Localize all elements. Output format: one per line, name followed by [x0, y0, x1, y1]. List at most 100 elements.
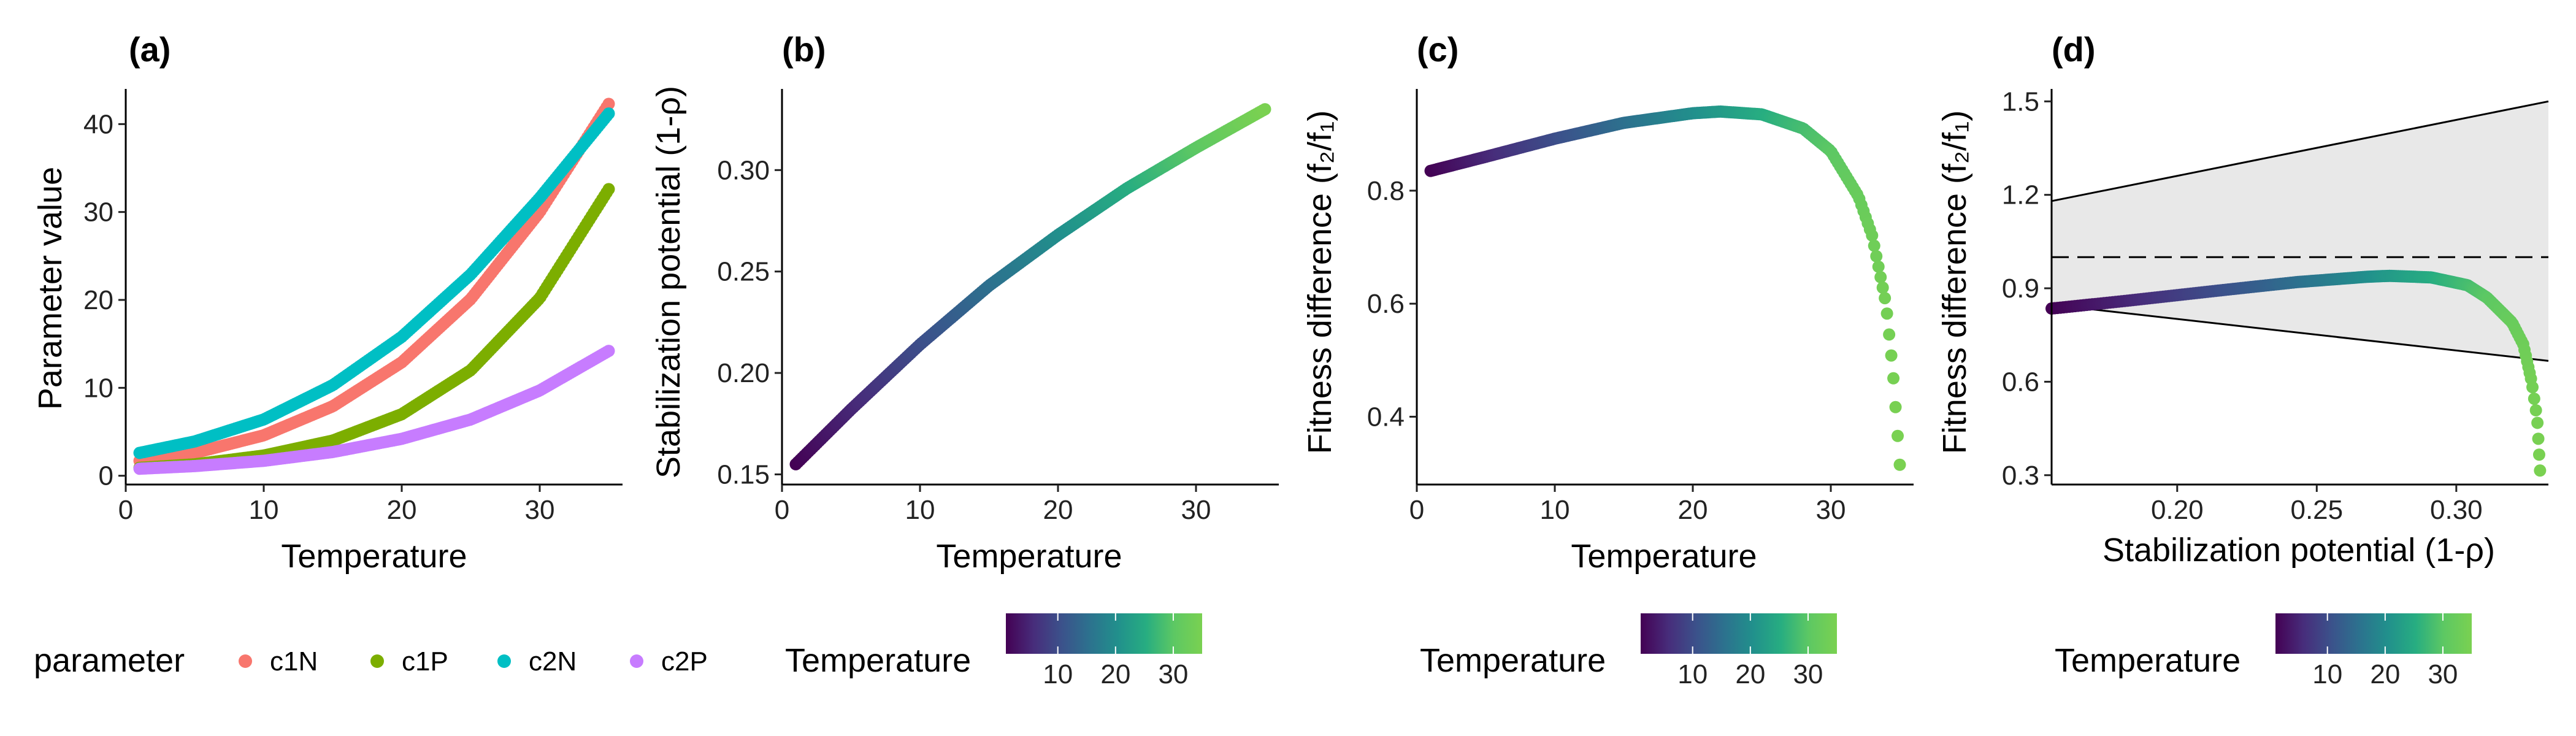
panel-d-y-title: Fitness difference (f₂/f₁): [1936, 110, 1973, 454]
coexistence-lower-bound: [2051, 304, 2549, 362]
series-panel-1: [789, 103, 1271, 470]
panel-c-plot: 0 10 20 30 0.4 0.6 0.8: [1367, 89, 1914, 525]
coexistence-upper-bound: [2051, 100, 2549, 202]
colorbar-tick-label: 10: [1043, 659, 1073, 689]
data-point: [602, 98, 615, 110]
x-tick-label: 0: [775, 495, 789, 525]
data-point: [1866, 229, 1879, 242]
panel-d-x-title: Stabilization potential (1-ρ): [2103, 532, 2495, 569]
legend-title: parameter: [34, 642, 185, 679]
legend-swatch-c1P: [370, 654, 384, 668]
data-point: [1885, 349, 1898, 362]
legend-item-c1N: c1N: [239, 646, 318, 677]
panel-b-label: (b): [782, 30, 826, 69]
x-tick-label: 30: [1181, 495, 1211, 525]
y-tick-label: 0.15: [717, 459, 770, 489]
colorbar-gradient: [2275, 613, 2472, 654]
data-point: [1876, 282, 1889, 294]
x-tick-label: 10: [905, 495, 935, 525]
x-tick-label: 20: [1043, 495, 1073, 525]
colorbar-tick-label: 30: [1158, 659, 1188, 689]
colorbar-tick-label: 30: [2428, 659, 2458, 689]
series-c1P: [133, 183, 615, 474]
data-point: [2534, 464, 2547, 477]
legend-label-c2N: c2N: [529, 646, 577, 677]
x-tick-label: 0: [118, 495, 133, 525]
y-tick-label: 0.6: [1367, 289, 1405, 319]
y-tick-label: 0.3: [2002, 461, 2039, 491]
panel-a: (a) 0 10 20 30 0 10 20 30 40 Temperature Paramet…: [32, 30, 623, 575]
colorbar-tick-label: 30: [1793, 659, 1823, 689]
x-tick-label: 20: [1678, 495, 1708, 525]
colorbar-tick-label: 10: [1677, 659, 1708, 689]
x-tick-label: 20: [387, 495, 417, 525]
data-point: [2529, 404, 2542, 416]
x-tick-label: 10: [1540, 495, 1570, 525]
colorbar-title: Temperature: [2055, 642, 2241, 679]
coexistence-region: [2052, 101, 2548, 361]
legend-label-c1P: c1P: [402, 646, 448, 677]
panel-a-plot: 0 10 20 30 0 10 20 30 40: [83, 89, 623, 525]
colorbar-tick-label: 10: [2312, 659, 2342, 689]
panel-a-label: (a): [129, 30, 171, 69]
panel-a-x-title: Temperature: [281, 538, 467, 575]
panel-b-x-title: Temperature: [936, 538, 1122, 575]
data-point: [2532, 432, 2545, 445]
panel-d-plot: 0.20 0.25 0.30 0.3 0.6 0.9 1.2 1.5: [2002, 86, 2549, 525]
panel-b: (b) 0 10 20 300.150.200.250.30 Temperature …: [650, 30, 1279, 575]
legend-label-c1N: c1N: [270, 646, 318, 677]
data-point: [1870, 250, 1883, 263]
data-point: [1868, 239, 1880, 252]
x-tick-label: 30: [1816, 495, 1846, 525]
colorbar-tick-label: 20: [2370, 659, 2400, 689]
x-tick-label: 0.20: [2151, 495, 2204, 525]
data-point: [1879, 292, 1892, 305]
data-point: [1883, 328, 1896, 341]
panel-d: (d) 0.20 0.25 0.30 0.3 0.6 0.9 1.2 1.5 Stabiliz…: [1936, 30, 2549, 569]
panel-c: (c) 0 10 20 30 0.4 0.6 0.8 Temperature Fitness…: [1301, 30, 1914, 575]
legend-swatch-c1N: [239, 654, 252, 668]
y-tick-label: 10: [83, 373, 113, 403]
data-point: [2531, 416, 2544, 429]
colorbar-d: Temperature 10 20 30: [2055, 613, 2472, 689]
data-point: [1872, 260, 1885, 273]
x-tick-label: 0.25: [2290, 495, 2343, 525]
colorbar-gradient: [1006, 613, 1202, 654]
panel-d-label: (d): [2052, 30, 2096, 69]
data-point: [1892, 429, 1904, 442]
legend-swatch-c2N: [497, 654, 511, 668]
y-tick-label: 1.5: [2002, 86, 2039, 117]
y-tick-label: 40: [83, 109, 113, 139]
legend-item-c2N: c2N: [497, 646, 577, 677]
panel-c-y-title: Fitness difference (f₂/f₁): [1301, 110, 1338, 454]
y-tick-label: 0.30: [717, 155, 770, 185]
data-point: [602, 107, 615, 120]
series-panel-2: [1424, 105, 1906, 471]
x-tick-label: 30: [525, 495, 555, 525]
y-tick-label: 0.25: [717, 257, 770, 287]
legend-swatch-c2P: [630, 654, 643, 668]
x-tick-label: 0.30: [2430, 495, 2483, 525]
data-point: [2526, 381, 2539, 394]
data-point: [2528, 393, 2540, 405]
y-tick-label: 30: [83, 197, 113, 228]
data-point: [602, 345, 615, 358]
series-c1N: [133, 98, 615, 467]
panel-b-plot: 0 10 20 30 0.15 0.20 0.25 0.30: [717, 89, 1279, 525]
x-tick-label: 0: [1409, 495, 1424, 525]
y-tick-label: 0.20: [717, 358, 770, 388]
colorbar-title: Temperature: [1420, 642, 1606, 679]
data-point: [1880, 307, 1893, 320]
series-panel-3: [2045, 269, 2547, 477]
colorbar-tick-label: 20: [1735, 659, 1765, 689]
colorbar-b: Temperature 10 20 30: [785, 613, 1202, 689]
colorbar-title: Temperature: [785, 642, 971, 679]
data-point: [2532, 448, 2545, 461]
y-tick-label: 0: [99, 461, 113, 491]
panel-a-y-title: Parameter value: [32, 167, 69, 410]
data-point: [602, 183, 615, 196]
legend-item-c2P: c2P: [630, 646, 708, 677]
data-point: [1259, 103, 1271, 116]
y-tick-label: 0.6: [2002, 367, 2039, 397]
y-tick-label: 20: [83, 285, 113, 315]
